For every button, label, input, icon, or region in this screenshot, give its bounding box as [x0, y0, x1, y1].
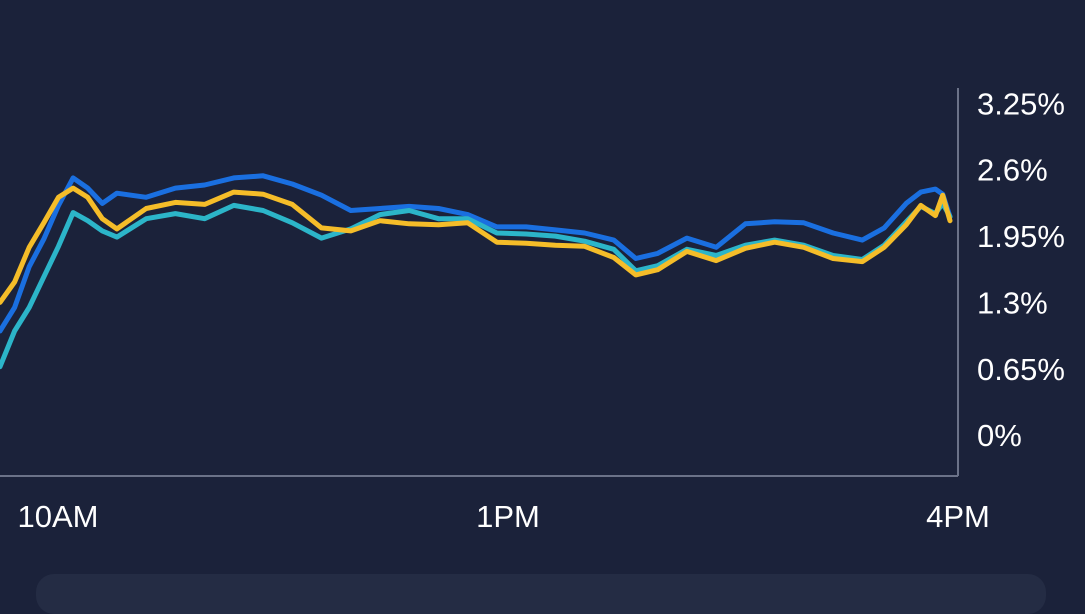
- y-tick-label: 2.6%: [977, 153, 1048, 188]
- series-line-3: [0, 185, 953, 305]
- y-axis-ticks: 0% 0.65% 1.3% 1.95% 2.6% 3.25%: [977, 86, 1065, 453]
- y-tick-label: 1.95%: [977, 219, 1065, 254]
- y-tick-label: 0%: [977, 418, 1022, 453]
- series-line-1: [0, 173, 953, 334]
- y-tick-label: 0.65%: [977, 352, 1065, 387]
- chart: 0% 0.65% 1.3% 1.95% 2.6% 3.25% 10AM 1PM 4PM: [0, 86, 1065, 534]
- x-tick-label: 1PM: [476, 499, 540, 534]
- series-layer: [0, 173, 953, 370]
- y-tick-label: 1.3%: [977, 285, 1048, 320]
- x-axis-ticks: 10AM 1PM 4PM: [18, 499, 990, 534]
- series-line-2: [0, 200, 953, 370]
- y-tick-label: 3.25%: [977, 86, 1065, 121]
- x-tick-label: 4PM: [926, 499, 990, 534]
- x-tick-label: 10AM: [18, 499, 99, 534]
- bottom-panel: [36, 574, 1046, 614]
- line-chart: 0% 0.65% 1.3% 1.95% 2.6% 3.25% 10AM 1PM 4PM: [0, 86, 1065, 534]
